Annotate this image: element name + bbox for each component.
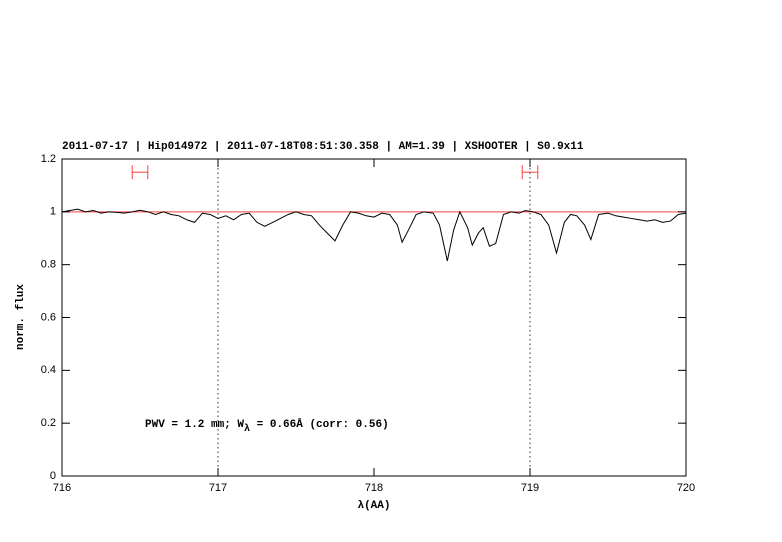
spectrum-line <box>62 208 686 262</box>
x-axis-label: λ(AA) <box>357 500 390 512</box>
y-tick-label: 0.8 <box>41 259 56 271</box>
y-tick-label: 0 <box>50 470 56 482</box>
x-tick-label: 718 <box>365 482 383 494</box>
y-tick-label: 1.2 <box>41 153 56 165</box>
y-tick-label: 0.4 <box>41 364 56 376</box>
y-tick-label: 1 <box>50 206 56 218</box>
y-axis-label: norm. flux <box>15 284 27 350</box>
annotation-part: λ <box>244 423 250 435</box>
chart-title: 2011-07-17 | Hip014972 | 2011-07-18T08:5… <box>62 141 584 153</box>
annotation-part: = 0.66Å (corr: 0.56) <box>250 418 389 431</box>
y-tick-label: 0.2 <box>41 417 56 429</box>
y-tick-label: 0.6 <box>41 311 56 323</box>
x-tick-label: 717 <box>209 482 227 494</box>
x-tick-label: 719 <box>521 482 539 494</box>
annotation-part: PWV = 1.2 mm; W <box>145 419 244 431</box>
x-tick-label: 716 <box>53 482 71 494</box>
x-tick-label: 720 <box>677 482 695 494</box>
annotation: PWV = 1.2 mm; Wλ = 0.66Å (corr: 0.56) <box>145 418 389 435</box>
